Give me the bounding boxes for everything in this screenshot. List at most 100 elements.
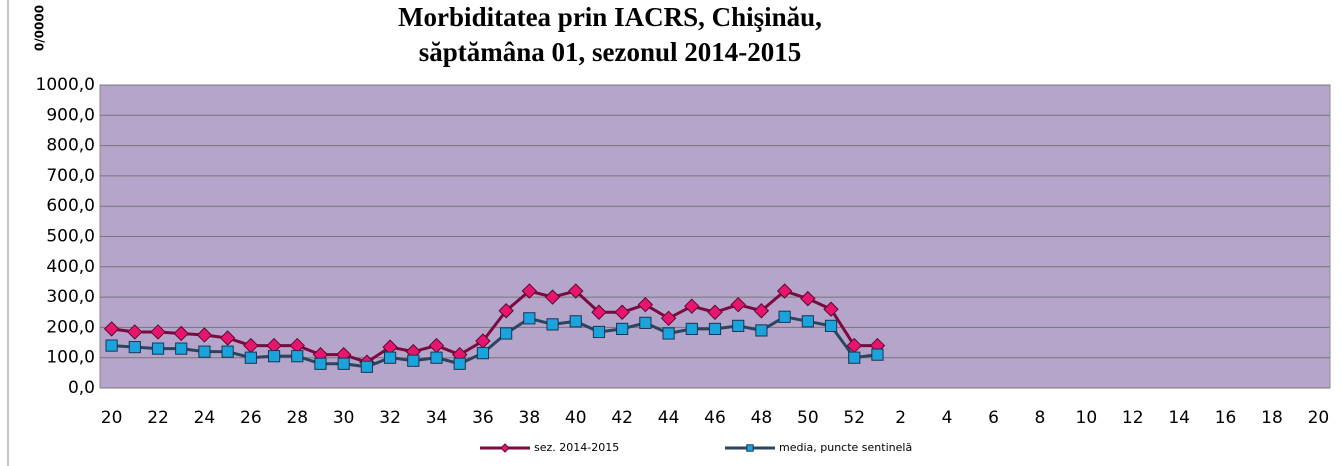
- data-point: [244, 351, 257, 364]
- y-tick-label: 1000,0: [36, 75, 95, 95]
- data-point: [755, 324, 768, 337]
- data-point: [219, 330, 236, 346]
- data-point: [544, 289, 561, 305]
- x-tick-label: 4: [942, 408, 953, 428]
- data-point: [614, 304, 630, 320]
- data-point: [383, 351, 397, 364]
- data-point: [591, 304, 607, 320]
- x-tick-label: 42: [611, 408, 633, 428]
- data-point: [776, 283, 793, 299]
- data-point: [430, 351, 443, 364]
- data-point: [848, 351, 861, 364]
- data-point: [707, 304, 723, 320]
- series-line: [111, 289, 878, 364]
- x-tick-label: 48: [751, 408, 773, 428]
- data-point: [708, 322, 722, 336]
- y-tick-label: 0,0: [68, 378, 95, 398]
- y-tick-label: 700,0: [46, 166, 95, 186]
- x-tick-label: 8: [1034, 408, 1045, 428]
- data-point: [221, 345, 234, 358]
- data-point: [476, 347, 490, 360]
- series-line: [111, 315, 878, 369]
- y-tick-label: 400,0: [46, 257, 95, 277]
- data-point: [778, 310, 791, 323]
- data-point: [521, 283, 538, 299]
- data-point: [685, 322, 698, 336]
- chart-subtitle: săptămâna 01, sezonul 2014-2015: [419, 37, 802, 67]
- data-point: [823, 301, 839, 317]
- data-point: [360, 360, 373, 373]
- x-tick-label: 16: [1215, 408, 1237, 428]
- x-tick-label: 36: [472, 408, 494, 428]
- x-tick-label: 14: [1168, 408, 1190, 428]
- data-point: [151, 342, 165, 355]
- x-tick-label: 28: [286, 408, 308, 428]
- y-tick-label: 500,0: [46, 227, 95, 247]
- data-point: [568, 283, 584, 299]
- x-tick-label: 20: [101, 408, 123, 428]
- x-tick-label: 30: [333, 408, 355, 428]
- x-tick-label: 20: [1308, 408, 1330, 428]
- data-point: [127, 324, 143, 340]
- y-tick-label: 800,0: [46, 136, 95, 156]
- data-point: [569, 315, 582, 328]
- x-tick-label: 18: [1261, 408, 1283, 428]
- y-tick-label: 200,0: [46, 317, 95, 337]
- x-tick-label: 24: [194, 408, 216, 428]
- data-point: [407, 354, 420, 367]
- data-point: [314, 357, 327, 370]
- x-tick-label: 44: [658, 408, 680, 428]
- x-tick-label: 40: [565, 408, 587, 428]
- data-point: [546, 318, 559, 331]
- x-tick-label: 2: [895, 408, 906, 428]
- data-point: [662, 327, 675, 340]
- data-point: [150, 324, 166, 340]
- y-axis-label: 0/0000: [33, 5, 47, 51]
- data-point: [173, 325, 189, 342]
- data-point: [267, 350, 281, 363]
- data-point: [128, 340, 141, 354]
- data-point: [684, 298, 700, 314]
- x-tick-label: 52: [843, 408, 865, 428]
- y-tick-label: 600,0: [46, 196, 95, 216]
- data-point: [660, 310, 677, 327]
- x-tick-label: 6: [988, 408, 999, 428]
- data-point: [801, 315, 814, 328]
- data-point: [824, 319, 838, 332]
- y-tick-label: 100,0: [46, 348, 95, 368]
- legend-label: media, puncte sentinelă: [779, 441, 912, 454]
- data-point: [592, 325, 606, 339]
- y-tick-label: 900,0: [46, 105, 95, 125]
- legend-marker: [500, 443, 510, 453]
- x-tick-label: 12: [1122, 408, 1144, 428]
- x-tick-label: 22: [147, 408, 169, 428]
- data-point: [453, 357, 466, 370]
- data-point: [337, 357, 350, 370]
- data-point: [730, 296, 746, 313]
- x-tick-label: 32: [379, 408, 401, 428]
- data-point: [523, 312, 536, 325]
- data-point: [291, 350, 304, 363]
- data-point: [639, 316, 652, 329]
- data-point: [198, 345, 211, 358]
- chart-title: Morbiditatea prin IACRS, Chişinău,: [398, 2, 822, 32]
- y-tick-label: 300,0: [46, 287, 95, 307]
- legend-marker: [746, 444, 754, 452]
- data-point: [732, 319, 745, 332]
- x-tick-label: 26: [240, 408, 262, 428]
- data-point: [500, 327, 513, 340]
- x-tick-label: 38: [519, 408, 541, 428]
- data-point: [498, 303, 514, 319]
- x-tick-label: 46: [704, 408, 726, 428]
- x-tick-label: 50: [797, 408, 819, 428]
- data-point: [175, 342, 188, 355]
- legend-label: sez. 2014-2015: [534, 441, 619, 454]
- data-point: [105, 339, 118, 352]
- data-point: [800, 290, 816, 307]
- data-point: [753, 303, 770, 319]
- data-point: [871, 348, 884, 361]
- data-point: [616, 322, 629, 336]
- x-tick-label: 10: [1076, 408, 1098, 428]
- data-point: [637, 296, 654, 313]
